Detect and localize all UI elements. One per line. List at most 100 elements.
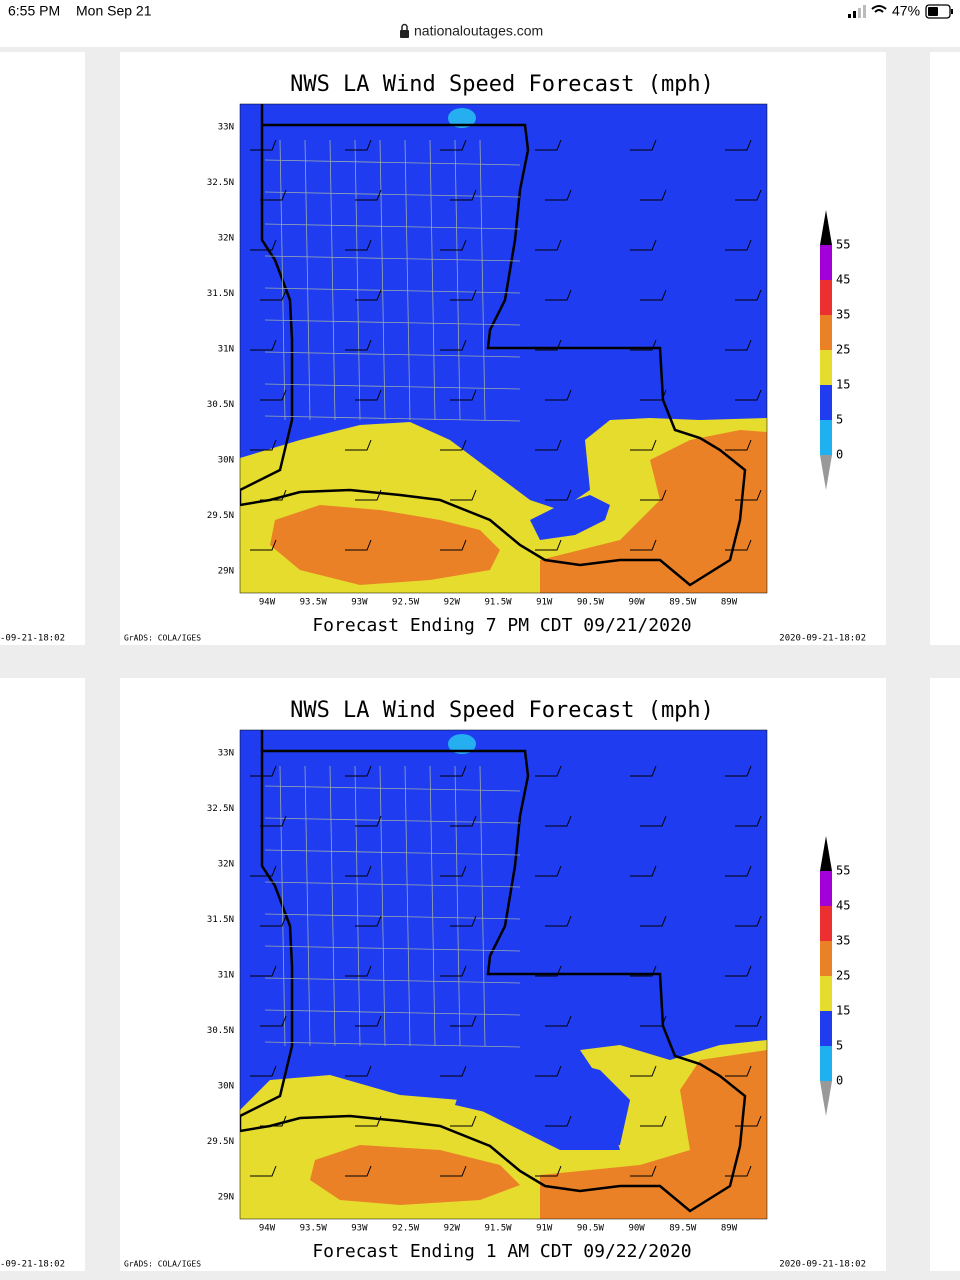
wind-barb [450, 815, 477, 827]
lon-label: 93.5W [300, 1224, 328, 1234]
lat-label: 31N [218, 345, 234, 355]
wind-barb [260, 1015, 287, 1027]
lat-label: 29.5N [207, 1137, 234, 1147]
wind-barb [545, 1015, 572, 1027]
wind-barb [355, 1115, 382, 1127]
wind-barb [345, 239, 372, 251]
battery-text: 47% [892, 3, 920, 19]
wind-barb [250, 1065, 277, 1077]
wind-barb [640, 389, 667, 401]
legend-label: 55 [836, 238, 850, 252]
wind-barb [735, 815, 762, 827]
wind-barb [640, 489, 667, 501]
lon-label: 93.5W [300, 598, 328, 608]
wind-barb [450, 389, 477, 401]
colorbar-segment [820, 1011, 832, 1046]
lon-label: 90.5W [577, 1224, 605, 1234]
wind-barb [735, 189, 762, 201]
colorbar-segment [820, 1046, 832, 1081]
wind-barb [440, 139, 467, 151]
wind-barb [355, 815, 382, 827]
wind-25-35-area [540, 430, 767, 593]
colorbar-top [820, 210, 832, 245]
lon-label: 89W [721, 1224, 738, 1234]
parish-line [264, 319, 521, 326]
lon-label: 92W [444, 1224, 461, 1234]
wind-barb [250, 339, 277, 351]
parish-line [264, 383, 521, 390]
wind-barb [250, 139, 277, 151]
lat-label: 31.5N [207, 289, 234, 299]
legend-label: 15 [836, 378, 850, 392]
wind-barb [345, 339, 372, 351]
colorbar-segment [820, 350, 832, 385]
parish-line [264, 913, 521, 920]
legend-label: 35 [836, 308, 850, 322]
lon-label: 92.5W [392, 1224, 420, 1234]
colorbar-segment [820, 280, 832, 315]
lon-label: 90.5W [577, 598, 605, 608]
right-partial-panel [930, 678, 960, 1271]
wind-barb [725, 765, 752, 777]
left-partial-panel [0, 678, 85, 1271]
wind-25-35-area [270, 505, 500, 585]
wind-barb [535, 139, 562, 151]
wind-barb [630, 339, 657, 351]
wind-barb [355, 489, 382, 501]
wind-barb [345, 1065, 372, 1077]
map-frame [239, 729, 768, 1220]
legend-label: 45 [836, 899, 850, 913]
wind-barb [355, 389, 382, 401]
colorbar-bottom [820, 1081, 832, 1116]
colorbar-segment [820, 906, 832, 941]
wind-barb [725, 965, 752, 977]
lon-label: 89.5W [669, 598, 697, 608]
legend-label: 0 [836, 448, 843, 462]
url[interactable]: nationaloutages.com [414, 23, 543, 39]
parish-line [379, 765, 386, 1047]
legend-label: 25 [836, 343, 850, 357]
wind-barb [250, 965, 277, 977]
lock-icon [400, 23, 409, 38]
lat-label: 31.5N [207, 915, 234, 925]
parish-line [329, 765, 336, 1047]
wind-barb [450, 1015, 477, 1027]
wind-barb [355, 289, 382, 301]
left-partial-panel [0, 52, 85, 645]
lon-label: 92.5W [392, 598, 420, 608]
parish-line [264, 351, 521, 358]
wind-barb [545, 915, 572, 927]
wind-barb [450, 189, 477, 201]
wind-barb [345, 139, 372, 151]
wind-barb [250, 765, 277, 777]
wind-barb [345, 865, 372, 877]
legend-label: 35 [836, 934, 850, 948]
parish-line [304, 765, 311, 1047]
louisiana-outline [240, 104, 747, 587]
lat-label: 33N [218, 749, 234, 759]
wind-barb [535, 965, 562, 977]
map-panel: NWS LA Wind Speed Forecast (mph) 33N 32.5N… [0, 678, 960, 1271]
wind-barb [345, 1165, 372, 1177]
wind-barb [345, 765, 372, 777]
timestamp: 2020-09-21-18:02 [779, 1260, 866, 1270]
right-partial-panel [930, 52, 960, 645]
wind-barb [260, 489, 287, 501]
parish-line [264, 945, 521, 952]
blue-inlet [530, 495, 610, 540]
lake [448, 734, 476, 754]
colorbar-segment [820, 871, 832, 906]
lat-label: 32.5N [207, 804, 234, 814]
wind-barb [630, 865, 657, 877]
lat-label: 32N [218, 234, 234, 244]
colorbar-segment [820, 245, 832, 280]
wind-barb [440, 1065, 467, 1077]
credit: GrADS: COLA/IGES [124, 1260, 201, 1269]
parish-line [404, 765, 411, 1047]
forecast-caption: Forecast Ending 7 PM CDT 09/21/2020 [312, 615, 691, 636]
parish-line [264, 849, 521, 856]
lon-label: 94W [259, 1224, 276, 1234]
parish-line [279, 765, 286, 1047]
map-layers [240, 104, 767, 593]
